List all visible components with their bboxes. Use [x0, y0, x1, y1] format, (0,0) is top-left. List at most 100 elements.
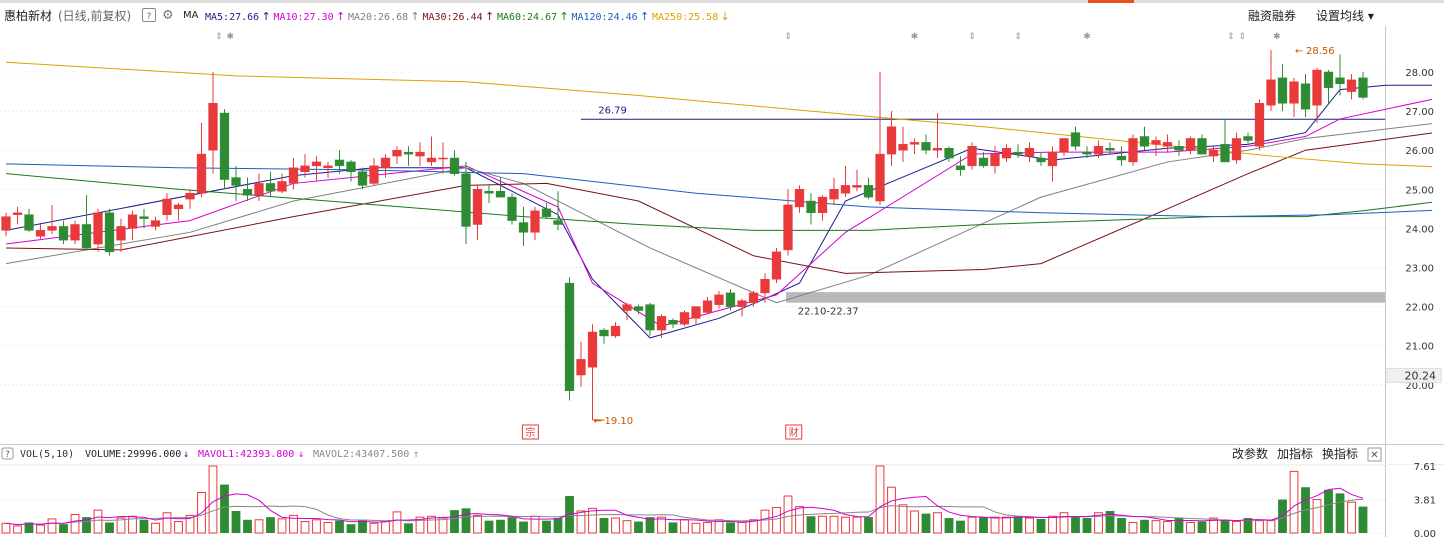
volume-bar[interactable]	[392, 511, 402, 534]
volume-bar[interactable]	[185, 514, 195, 534]
volume-bar[interactable]	[933, 512, 942, 534]
margin-trading-button[interactable]: 融资融券	[1248, 9, 1297, 23]
volume-bar[interactable]	[404, 523, 413, 533]
candle[interactable]	[760, 278, 770, 294]
volume-bar[interactable]	[657, 516, 666, 534]
candle[interactable]	[461, 173, 471, 227]
volume-bar[interactable]	[1209, 517, 1218, 534]
volume-bar[interactable]	[1, 522, 11, 534]
event-marker-box[interactable]	[785, 424, 803, 440]
volume-bar[interactable]	[13, 525, 22, 534]
candle[interactable]	[139, 216, 149, 219]
volume-bar[interactable]	[944, 518, 954, 533]
candle[interactable]	[47, 226, 57, 231]
candle[interactable]	[1059, 138, 1069, 153]
volume-bar[interactable]	[381, 521, 390, 534]
volume-bar[interactable]	[864, 517, 873, 533]
candle[interactable]	[104, 212, 115, 253]
candle[interactable]	[1070, 132, 1081, 147]
candle[interactable]	[679, 312, 690, 325]
active-tab-indicator[interactable]	[1088, 0, 1134, 3]
candle[interactable]	[254, 183, 264, 196]
vol-help-icon[interactable]: ?	[5, 450, 10, 460]
volume-bar[interactable]	[1335, 493, 1345, 533]
volume-bar[interactable]	[887, 486, 896, 534]
candle[interactable]	[196, 153, 207, 194]
volume-bar[interactable]	[415, 516, 425, 534]
candle[interactable]	[921, 142, 931, 151]
candle[interactable]	[346, 161, 356, 172]
candle[interactable]	[1001, 147, 1012, 159]
candle[interactable]	[185, 192, 195, 200]
stock-name[interactable]: 惠柏新材	[4, 9, 53, 23]
info-mark[interactable]: ✱	[226, 32, 234, 42]
volume-bar[interactable]	[622, 520, 632, 534]
candle[interactable]	[495, 191, 506, 198]
candle[interactable]	[472, 189, 483, 225]
volume-bar[interactable]	[220, 484, 229, 533]
volume-bar[interactable]	[47, 518, 57, 534]
candle[interactable]	[794, 189, 805, 208]
volume-bar[interactable]	[749, 519, 758, 534]
candle[interactable]	[1093, 146, 1104, 155]
volume-bar[interactable]	[1025, 517, 1034, 534]
volume-bar[interactable]	[427, 515, 436, 534]
candle[interactable]	[633, 306, 644, 311]
candle[interactable]	[81, 224, 92, 249]
candle[interactable]	[564, 282, 575, 391]
volume-bar[interactable]	[1312, 499, 1322, 534]
volume-bar[interactable]	[116, 517, 126, 534]
volume-bar[interactable]	[151, 522, 160, 534]
candle[interactable]	[668, 320, 678, 325]
candle[interactable]	[24, 214, 34, 231]
volume-bar[interactable]	[128, 515, 137, 534]
candle[interactable]	[1300, 83, 1311, 110]
candle[interactable]	[1105, 147, 1115, 151]
volume-bar[interactable]	[967, 516, 977, 534]
candle[interactable]	[599, 329, 609, 337]
volume-bar[interactable]	[795, 506, 804, 534]
candle[interactable]	[1116, 155, 1127, 161]
candle[interactable]	[1082, 151, 1092, 155]
candle[interactable]	[829, 189, 839, 200]
info-mark[interactable]: ⇕	[968, 32, 976, 42]
volume-bar[interactable]	[82, 517, 91, 533]
candle[interactable]	[380, 157, 391, 169]
volume-bar[interactable]	[1013, 516, 1023, 533]
candle[interactable]	[1312, 69, 1322, 106]
volume-bar[interactable]	[231, 510, 241, 533]
candle[interactable]	[403, 151, 414, 155]
candle[interactable]	[334, 159, 345, 167]
candle[interactable]	[1185, 138, 1196, 151]
candle[interactable]	[300, 165, 310, 172]
event-marker-box[interactable]	[521, 424, 539, 440]
volume-bar[interactable]	[277, 518, 287, 534]
candle[interactable]	[875, 153, 885, 202]
candle[interactable]	[863, 185, 874, 198]
volume-bar[interactable]	[1140, 519, 1149, 533]
candle[interactable]	[1, 216, 11, 231]
candle[interactable]	[162, 198, 172, 215]
candle[interactable]	[1047, 151, 1058, 167]
candle[interactable]	[955, 165, 966, 170]
candle[interactable]	[1335, 77, 1345, 84]
candle[interactable]	[173, 204, 184, 210]
volume-bar[interactable]	[24, 522, 34, 533]
switch-indicator-button[interactable]: 换指标	[1322, 446, 1358, 461]
volume-bar[interactable]	[691, 522, 701, 534]
volume-bar[interactable]	[1163, 521, 1172, 534]
info-mark[interactable]: ✱	[1083, 32, 1091, 42]
candle[interactable]	[852, 185, 862, 188]
volume-bar[interactable]	[1117, 518, 1126, 533]
volume-bar[interactable]	[93, 509, 103, 534]
candle[interactable]	[691, 306, 701, 319]
candle[interactable]	[1243, 136, 1253, 141]
volume-bar[interactable]	[1220, 519, 1230, 533]
add-indicator-button[interactable]: 加指标	[1277, 446, 1313, 461]
candle[interactable]	[438, 157, 448, 160]
volume-bar[interactable]	[588, 507, 597, 534]
candle[interactable]	[484, 191, 494, 194]
volume-bar[interactable]	[668, 522, 678, 533]
candle[interactable]	[231, 177, 241, 186]
candle[interactable]	[645, 304, 655, 331]
